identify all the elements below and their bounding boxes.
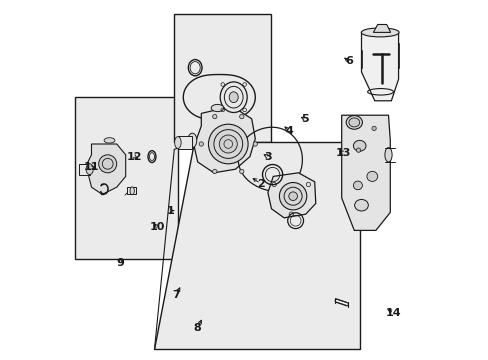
Ellipse shape [174, 136, 181, 148]
Circle shape [356, 148, 360, 152]
Polygon shape [373, 24, 390, 32]
Circle shape [212, 169, 217, 174]
Bar [174, 14, 271, 142]
Text: 4: 4 [285, 126, 293, 136]
Ellipse shape [366, 171, 377, 181]
Circle shape [99, 155, 117, 173]
Bar [127, 187, 136, 194]
Ellipse shape [229, 92, 238, 103]
Bar [178, 136, 192, 149]
Text: 11: 11 [83, 162, 99, 172]
Bar [75, 97, 178, 259]
Text: 9: 9 [116, 258, 124, 268]
Ellipse shape [187, 133, 196, 148]
Polygon shape [267, 173, 315, 218]
Text: 7: 7 [172, 290, 180, 300]
Circle shape [239, 114, 244, 119]
Text: 1: 1 [166, 206, 174, 216]
Circle shape [199, 142, 203, 146]
Text: 12: 12 [127, 152, 142, 162]
Circle shape [253, 142, 257, 146]
Ellipse shape [353, 181, 362, 190]
Polygon shape [361, 32, 398, 101]
Circle shape [371, 126, 375, 131]
Polygon shape [194, 106, 255, 173]
Circle shape [219, 135, 237, 153]
Text: 5: 5 [301, 114, 308, 124]
Ellipse shape [353, 140, 365, 151]
Bar [79, 164, 89, 175]
Text: 6: 6 [344, 56, 352, 66]
Polygon shape [154, 142, 359, 349]
Text: 14: 14 [386, 308, 401, 318]
Ellipse shape [104, 138, 115, 143]
Ellipse shape [354, 199, 367, 211]
Ellipse shape [220, 82, 247, 112]
Ellipse shape [130, 187, 134, 195]
Text: 2: 2 [256, 179, 264, 189]
Text: 10: 10 [149, 222, 165, 232]
Ellipse shape [384, 148, 391, 162]
Circle shape [208, 124, 247, 164]
Text: 3: 3 [264, 152, 271, 162]
Ellipse shape [86, 164, 93, 175]
Text: 13: 13 [335, 148, 350, 158]
Polygon shape [86, 144, 125, 194]
Text: 8: 8 [193, 323, 201, 333]
Ellipse shape [211, 104, 224, 112]
Circle shape [279, 183, 306, 210]
Ellipse shape [361, 28, 398, 37]
Circle shape [212, 114, 217, 119]
Polygon shape [341, 115, 389, 230]
Circle shape [239, 169, 244, 174]
Ellipse shape [348, 118, 359, 127]
Circle shape [288, 192, 297, 201]
Ellipse shape [346, 116, 362, 129]
